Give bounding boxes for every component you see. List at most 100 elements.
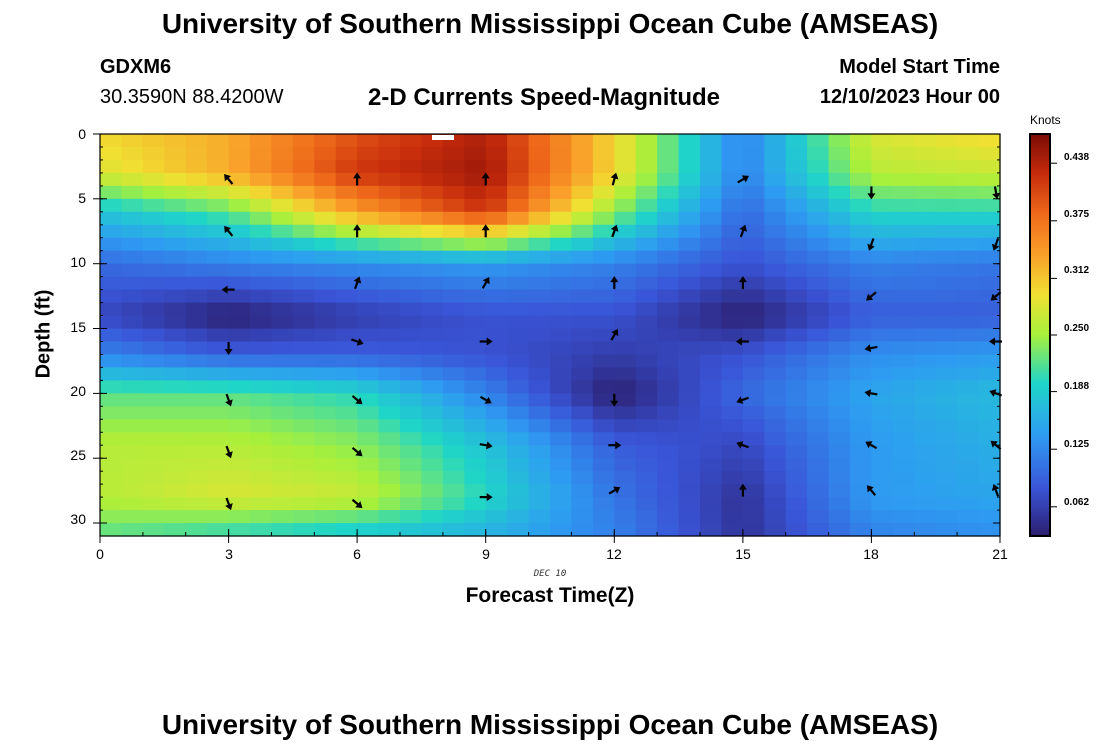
heatmap-cell	[850, 146, 873, 161]
heatmap-cell	[507, 224, 530, 239]
current-vector	[479, 493, 493, 502]
heatmap-cell	[250, 237, 273, 252]
heatmap-cell	[121, 393, 144, 407]
heatmap-cell	[764, 328, 787, 343]
heatmap-cell	[721, 198, 744, 213]
heatmap-cell	[507, 406, 530, 420]
heatmap-cell	[721, 367, 744, 381]
heatmap-cell	[121, 380, 144, 394]
current-vectors	[221, 172, 1003, 511]
heatmap-cell	[657, 380, 680, 394]
heatmap-cell	[550, 159, 573, 174]
vector-head	[738, 276, 747, 283]
heatmap-cell	[957, 471, 980, 485]
heatmap-cell	[635, 250, 658, 265]
heatmap-cell	[292, 341, 315, 356]
heatmap-cell	[850, 367, 873, 381]
heatmap-cell	[721, 341, 744, 356]
heatmap-cell	[550, 315, 573, 330]
heatmap-cell	[721, 263, 744, 278]
heatmap-cell	[164, 341, 187, 356]
heatmap-cell	[335, 224, 358, 239]
x-tick-label: 15	[735, 546, 751, 562]
current-vector	[991, 484, 1000, 497]
heatmap-cell	[528, 367, 551, 381]
heatmap-cell	[142, 471, 165, 485]
heatmap-cell	[164, 432, 187, 446]
heatmap-cell	[957, 380, 980, 394]
heatmap-cell	[828, 510, 851, 524]
heatmap-cell	[742, 341, 765, 356]
heatmap-cell	[892, 484, 915, 498]
current-vector	[608, 441, 622, 450]
heatmap-cell	[464, 250, 487, 265]
colorbar-tick-label: 0.312	[1064, 265, 1090, 276]
heatmap-cell	[507, 471, 530, 485]
heatmap-cell	[142, 497, 165, 511]
heatmap-cell	[164, 159, 187, 174]
heatmap-cell	[507, 367, 530, 381]
heatmap-cell	[764, 354, 787, 369]
heatmap-cell	[978, 458, 1001, 472]
heatmap-cell	[871, 523, 894, 537]
heatmap-cell	[400, 276, 423, 291]
heatmap-cell	[678, 185, 701, 200]
heatmap-cell	[871, 432, 894, 446]
heatmap-cell	[828, 497, 851, 511]
heatmap-cell	[700, 432, 723, 446]
heatmap-cell	[292, 315, 315, 330]
heatmap-cell	[314, 276, 337, 291]
heatmap-cell	[957, 341, 980, 356]
heatmap-cell	[742, 354, 765, 369]
heatmap-cell	[935, 458, 958, 472]
heatmap-cell	[228, 250, 251, 265]
heatmap-cell	[185, 185, 208, 200]
heatmap-cell	[678, 250, 701, 265]
heatmap-cell	[871, 393, 894, 407]
heatmap-cell	[292, 289, 315, 304]
heatmap-cell	[892, 380, 915, 394]
heatmap-cell	[550, 146, 573, 161]
heatmap-cell	[485, 198, 508, 213]
heatmap-cell	[871, 406, 894, 420]
heatmap-cell	[721, 172, 744, 187]
heatmap-cell	[335, 250, 358, 265]
heatmap-cell	[935, 393, 958, 407]
heatmap-cell	[978, 172, 1001, 187]
heatmap-cell	[935, 198, 958, 213]
heatmap-cell	[121, 185, 144, 200]
heatmap-cell	[892, 211, 915, 226]
heatmap-cell	[314, 510, 337, 524]
heatmap-cell	[571, 276, 594, 291]
heatmap-cell	[914, 497, 937, 511]
heatmap-cell	[485, 445, 508, 459]
heatmap-cell	[378, 146, 401, 161]
vector-head	[224, 225, 232, 234]
vector-head	[615, 441, 622, 450]
heatmap-cell	[550, 406, 573, 420]
heatmap-cell	[657, 237, 680, 252]
heatmap-cell	[164, 185, 187, 200]
heatmap-cell	[635, 237, 658, 252]
heatmap-cell	[121, 510, 144, 524]
heatmap-cell	[635, 146, 658, 161]
heatmap-cell	[571, 185, 594, 200]
heatmap-cell	[164, 302, 187, 317]
heatmap-cell	[914, 302, 937, 317]
heatmap-cell	[721, 445, 744, 459]
heatmap-cell	[228, 419, 251, 433]
vector-head	[741, 175, 749, 183]
heatmap-cell	[785, 497, 808, 511]
heatmap-cell	[185, 134, 208, 148]
heatmap-cell	[807, 198, 830, 213]
colorbar-unit: Knots	[1030, 113, 1061, 127]
heatmap-cell	[507, 146, 530, 161]
heatmap-cell	[271, 341, 294, 356]
heatmap-cell	[957, 211, 980, 226]
heatmap-cell	[657, 276, 680, 291]
heatmap-cell	[100, 393, 123, 407]
heatmap-cell	[378, 276, 401, 291]
heatmap-cell	[250, 172, 273, 187]
heatmap-cell	[207, 146, 230, 161]
heatmap-cell	[828, 523, 851, 537]
